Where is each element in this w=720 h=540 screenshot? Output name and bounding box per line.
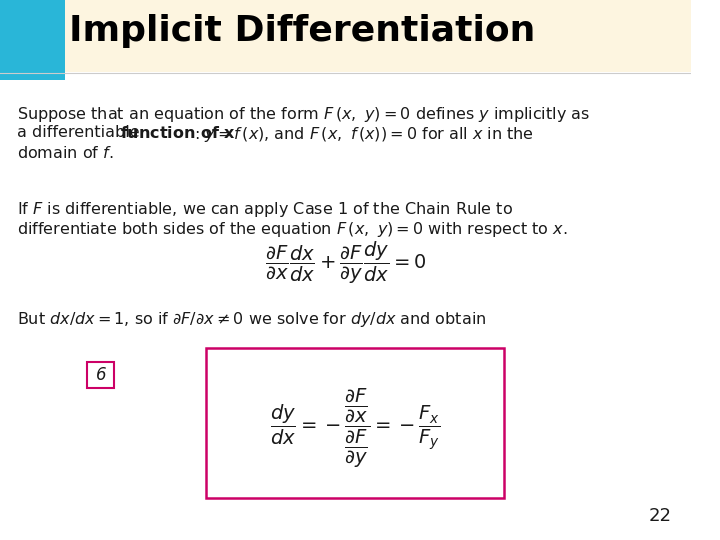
Text: $\dfrac{dy}{dx} = -\dfrac{\dfrac{\partial F}{\partial x}}{\dfrac{\partial F}{\pa: $\dfrac{dy}{dx} = -\dfrac{\dfrac{\partia… xyxy=(270,387,441,470)
Text: But $dx/dx = 1$, so if $\partial F/\partial x \neq 0$ we solve for $dy/dx$ and o: But $dx/dx = 1$, so if $\partial F/\part… xyxy=(17,310,487,329)
Text: : $y = f\,(x)$, and $F\,(x,\ f\,(x)) = 0$ for all $x$ in the: : $y = f\,(x)$, and $F\,(x,\ f\,(x)) = 0… xyxy=(194,125,534,144)
Text: function of $\mathbf{x}$: function of $\mathbf{x}$ xyxy=(120,125,236,141)
Text: a differentiable: a differentiable xyxy=(17,125,145,140)
Text: Suppose that an equation of the form $F\,(x,\ y) = 0$ defines $y$ implicitly as: Suppose that an equation of the form $F\… xyxy=(17,105,590,124)
Text: differentiate both sides of the equation $F\,(x,\ y) = 0$ with respect to $x$.: differentiate both sides of the equation… xyxy=(17,220,568,239)
Text: 22: 22 xyxy=(649,507,672,525)
Text: $\dfrac{\partial F}{\partial x}\dfrac{dx}{dx} + \dfrac{\partial F}{\partial y}\d: $\dfrac{\partial F}{\partial x}\dfrac{dx… xyxy=(265,240,426,286)
FancyBboxPatch shape xyxy=(0,0,66,80)
Text: 6: 6 xyxy=(96,366,106,384)
FancyBboxPatch shape xyxy=(207,348,504,498)
FancyBboxPatch shape xyxy=(0,0,691,72)
Text: domain of $f$.: domain of $f$. xyxy=(17,145,114,161)
Text: Implicit Differentiation: Implicit Differentiation xyxy=(69,14,536,48)
Text: If $F$ is differentiable, we can apply Case 1 of the Chain Rule to: If $F$ is differentiable, we can apply C… xyxy=(17,200,513,219)
